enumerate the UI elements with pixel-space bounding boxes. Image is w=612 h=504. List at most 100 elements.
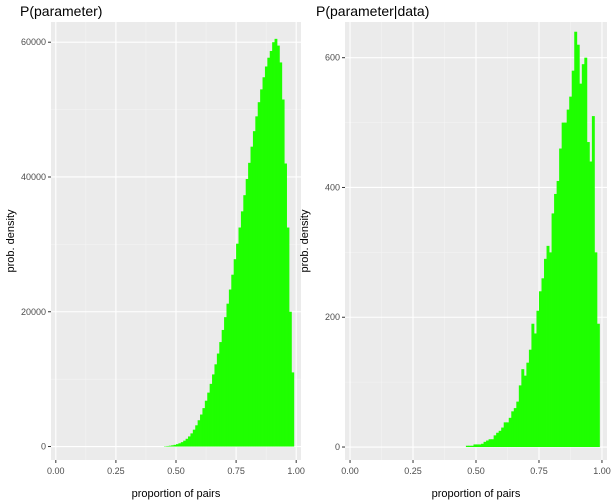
histogram-bar [554, 193, 558, 448]
y-tick-label: 200 [325, 312, 340, 322]
histogram-bar [212, 374, 215, 447]
histogram-bar [173, 444, 177, 447]
histogram-bar [470, 445, 474, 448]
x-axis-label: proportion of pairs [432, 488, 521, 500]
histogram-bar [468, 445, 472, 448]
histogram-bar [216, 353, 220, 447]
y-tick-label: 20000 [21, 307, 46, 317]
histogram-bar [224, 317, 227, 447]
histogram-bar [481, 443, 484, 448]
histogram-bar [581, 64, 585, 448]
histogram-bar [200, 414, 203, 447]
histogram-bar [518, 385, 522, 448]
histogram-bar [521, 369, 525, 448]
y-axis-label: prob. density [299, 209, 311, 272]
histogram-bar [533, 333, 537, 448]
histogram-bar [498, 430, 502, 448]
histogram-bar [594, 252, 598, 448]
histogram-bar [576, 44, 580, 448]
chart-title-left: P(parameter) [20, 3, 103, 19]
x-tick-label: 1.00 [287, 466, 305, 476]
histogram-bar [276, 45, 280, 447]
histogram-bar [255, 116, 259, 447]
histogram-bar [491, 439, 495, 448]
x-axis-label: proportion of pairs [132, 488, 221, 500]
histogram-bar [183, 440, 187, 447]
histogram-bar [262, 77, 266, 447]
x-tick-label: 0.75 [530, 466, 548, 476]
histogram-bar [478, 444, 482, 448]
histogram-bar [286, 227, 290, 447]
x-tick-label: 1.00 [593, 466, 611, 476]
histogram-bar [248, 162, 251, 447]
histogram-bar [571, 70, 575, 448]
histogram-bar [511, 411, 515, 448]
histogram-bar [551, 213, 555, 448]
histogram-bar [288, 311, 292, 447]
y-tick-label: 60000 [21, 37, 46, 47]
histogram-bar [267, 57, 271, 447]
histogram-bar [531, 323, 535, 448]
histogram-bar [264, 66, 268, 447]
histogram-bar [549, 252, 552, 448]
histogram-bar [556, 180, 560, 448]
histogram-bar [569, 96, 573, 448]
histogram-bar [503, 422, 507, 448]
y-axis-label: prob. density [5, 209, 17, 272]
histogram-bar [197, 420, 201, 447]
x-tick-label: 0.50 [467, 466, 485, 476]
histogram-bar [190, 433, 194, 447]
y-tick-label: 40000 [21, 172, 46, 182]
histogram-bar [541, 278, 545, 448]
y-tick-label: 400 [325, 182, 340, 192]
histogram-bar [589, 161, 593, 448]
histogram-bar [207, 392, 211, 447]
histogram-bar [231, 274, 235, 447]
x-tick-label: 0.50 [167, 466, 185, 476]
histogram-bar [574, 31, 578, 448]
histogram-bar [274, 38, 278, 447]
histogram-bar [559, 148, 563, 448]
histogram-bar [544, 258, 547, 448]
x-tick-label: 0.00 [341, 466, 359, 476]
histogram-bar [168, 445, 172, 447]
histogram-bar [523, 375, 527, 448]
histogram-bar [279, 62, 283, 447]
histogram-bar [226, 303, 230, 447]
histogram-bar [209, 383, 213, 447]
histogram-bar [252, 131, 256, 447]
histogram-bar [202, 408, 206, 447]
histogram-bar [591, 116, 595, 448]
histogram-bar [596, 323, 600, 448]
histogram-bar [284, 163, 287, 447]
histogram-bar [586, 142, 590, 448]
histogram-bar [584, 57, 588, 448]
histogram-bar [204, 400, 208, 447]
y-tick-label: 600 [325, 53, 340, 63]
histogram-bar [536, 310, 540, 448]
histogram-bar [493, 435, 497, 448]
x-tick-label: 0.25 [404, 466, 422, 476]
histogram-bar [465, 445, 469, 448]
histogram-bar [245, 179, 249, 447]
histogram-bar [221, 329, 225, 447]
y-tick-label: 0 [335, 442, 340, 452]
histogram-bar [506, 422, 510, 448]
panel-left: 0.00 0.25 0.50 0.75 1.00 0 20000 40000 60000 prop… [5, 22, 305, 500]
x-tick-label: 0.25 [107, 466, 125, 476]
histogram-bar [269, 50, 273, 447]
histogram-bar [219, 342, 223, 447]
histogram-bar [272, 42, 275, 447]
histogram-bar [483, 441, 487, 448]
histogram-bar [496, 432, 500, 448]
histogram-bar [185, 438, 189, 447]
histogram-bar [171, 445, 174, 447]
histogram-bar [250, 146, 254, 447]
histogram-bar [564, 122, 568, 448]
histogram-bar [192, 429, 196, 447]
x-tick-label: 0.75 [227, 466, 245, 476]
histogram-bar [260, 89, 263, 447]
histogram-bar [538, 291, 542, 448]
histogram-bar [488, 439, 492, 448]
